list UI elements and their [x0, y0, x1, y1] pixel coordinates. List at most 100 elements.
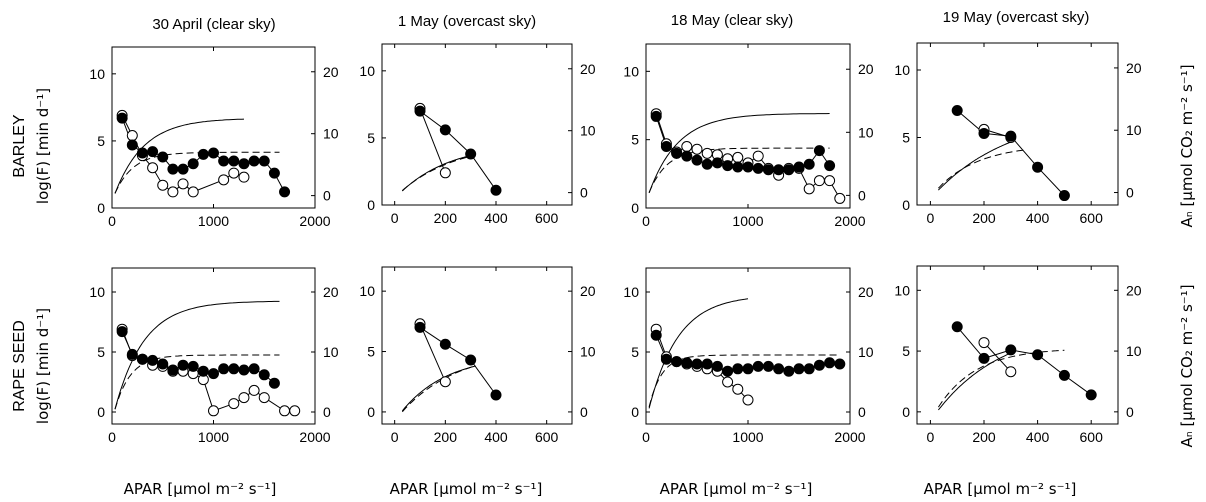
- filled-point: [268, 377, 280, 389]
- open-point: [279, 405, 291, 417]
- filled-point: [824, 357, 836, 369]
- open-point: [691, 143, 703, 155]
- y-tick-label-left: 10: [623, 63, 639, 79]
- y-tick-label-left: 10: [359, 63, 375, 79]
- an-solid-curve: [938, 352, 1011, 411]
- filled-point: [671, 147, 683, 159]
- filled-point: [238, 364, 250, 376]
- filled-point: [490, 184, 502, 196]
- filled-point: [439, 338, 451, 350]
- filled-point: [773, 363, 785, 375]
- open-series-line: [419, 323, 446, 382]
- open-point: [289, 405, 301, 417]
- an-solid-curve: [938, 141, 1011, 191]
- filled-point: [187, 158, 199, 170]
- y-tick-label-right: 10: [858, 344, 874, 360]
- open-point: [978, 337, 990, 349]
- y-tick-label-left: 5: [902, 130, 910, 146]
- y-tick-label-right: 10: [1126, 122, 1142, 138]
- filled-point: [228, 363, 240, 375]
- filled-point: [1085, 389, 1097, 401]
- y-tick-label-right: 10: [323, 344, 339, 360]
- ylabel-left-barley: log(F) [min d⁻¹]: [34, 88, 52, 204]
- x-tick-label: 0: [391, 429, 399, 445]
- filled-point: [1058, 190, 1070, 202]
- filled-point: [742, 363, 754, 375]
- y-tick-label-left: 5: [631, 132, 639, 148]
- filled-point: [783, 164, 795, 176]
- plot-frame: [916, 42, 1119, 206]
- filled-point: [701, 158, 713, 170]
- filled-point: [813, 145, 825, 157]
- filled-point: [660, 353, 672, 365]
- filled-series-line: [419, 110, 497, 191]
- filled-point: [116, 112, 128, 124]
- panel-barley-30apr: 0 1000 2000 0 5 10 0 10 20: [89, 46, 339, 229]
- ylabel-left-rapeseed: log(F) [min d⁻¹]: [34, 308, 52, 424]
- filled-point: [742, 161, 754, 173]
- filled-point: [681, 357, 693, 369]
- open-point: [813, 175, 825, 187]
- filled-point: [1032, 349, 1044, 361]
- panel-barley-1may: 0 200 400 600 0 5 10 0 10 20: [359, 43, 596, 226]
- y-tick-label-left: 0: [631, 404, 639, 420]
- open-point: [742, 394, 754, 406]
- y-tick-label-left: 0: [97, 404, 105, 420]
- y-tick-label-left: 0: [367, 404, 375, 420]
- open-point: [177, 178, 189, 190]
- filled-point: [793, 363, 805, 375]
- y-tick-label-left: 0: [902, 404, 910, 420]
- x-tick-label: 400: [1026, 210, 1050, 226]
- open-point: [238, 392, 250, 404]
- x-tick-label: 1000: [198, 213, 229, 229]
- x-tick-label: 400: [1026, 429, 1050, 445]
- y-tick-label-right: 10: [323, 126, 339, 142]
- x-tick-label: 0: [391, 210, 399, 226]
- filled-point: [197, 365, 209, 377]
- open-point: [439, 167, 451, 179]
- y-tick-label-right: 0: [323, 404, 331, 420]
- filled-point: [238, 158, 250, 170]
- open-point: [732, 151, 744, 163]
- open-point: [258, 392, 270, 404]
- filled-point: [258, 155, 270, 167]
- open-point: [701, 147, 713, 159]
- x-tick-label: 0: [642, 213, 650, 229]
- filled-point: [116, 326, 128, 338]
- open-point: [752, 150, 764, 162]
- filled-point: [177, 359, 189, 371]
- filled-point: [722, 160, 734, 172]
- open-point: [824, 175, 836, 187]
- x-tick-label: 2000: [834, 213, 865, 229]
- filled-point: [490, 389, 502, 401]
- filled-point: [147, 354, 159, 366]
- open-point: [187, 186, 199, 198]
- open-point: [732, 383, 744, 395]
- filled-point: [752, 162, 764, 174]
- open-point: [248, 384, 260, 396]
- an-dashed-curve: [114, 354, 280, 410]
- y-tick-label-right: 20: [580, 61, 596, 77]
- column-title-1: 30 April (clear sky): [152, 16, 275, 33]
- filled-point: [711, 360, 723, 372]
- y-tick-label-right: 0: [580, 404, 588, 420]
- an-solid-curve: [401, 365, 476, 412]
- xlabel-2: APAR [µmol m⁻² s⁻¹]: [390, 480, 543, 498]
- plot-frame: [381, 266, 573, 425]
- x-tick-label: 2000: [299, 213, 330, 229]
- filled-point: [268, 167, 280, 179]
- filled-point: [691, 154, 703, 166]
- filled-point: [126, 348, 138, 360]
- filled-point: [681, 150, 693, 162]
- y-tick-label-right: 0: [580, 185, 588, 201]
- open-point: [228, 167, 240, 179]
- filled-point: [951, 105, 963, 116]
- y-tick-label-left: 0: [367, 197, 375, 213]
- filled-point: [208, 368, 219, 380]
- y-tick-label-left: 5: [631, 344, 639, 360]
- y-tick-label-left: 10: [894, 282, 910, 298]
- column-title-2: 1 May (overcast sky): [398, 13, 536, 30]
- filled-point: [803, 363, 815, 375]
